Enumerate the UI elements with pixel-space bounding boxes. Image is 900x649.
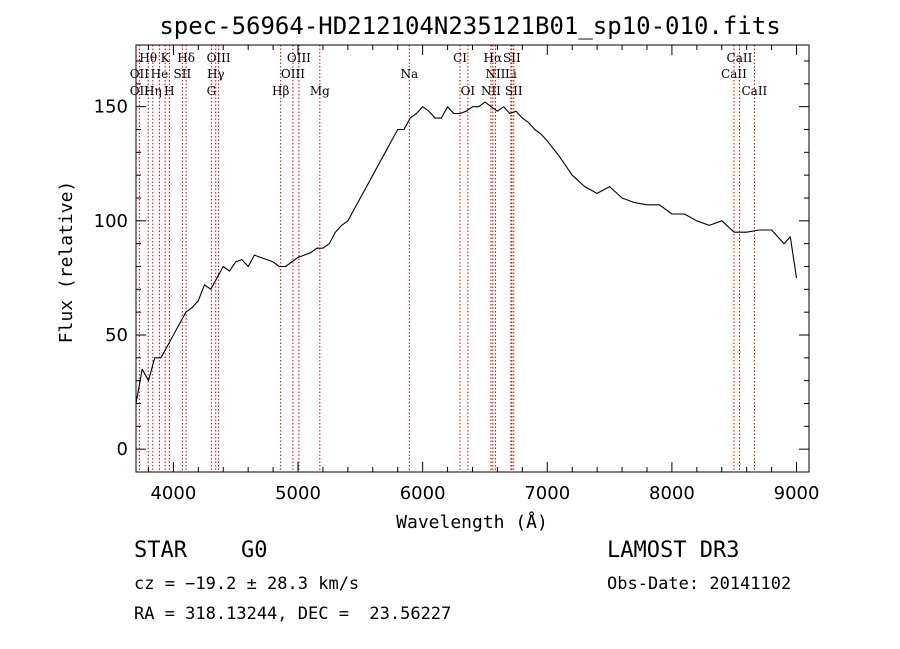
x-tick-label-5000: 5000 [275,483,321,504]
line-label-10: He [151,67,169,81]
line-label-7: SII [503,51,521,65]
line-label-22: Hβ [272,84,289,98]
y-tick-label-50: 50 [105,325,128,346]
line-label-21: G [207,84,217,98]
line-label-24: OI [461,84,476,98]
line-label-26: SII [505,84,523,98]
line-label-17: CaII [721,67,747,81]
line-label-20: H [164,84,174,98]
line-label-1: K [161,51,171,65]
line-label-12: Hγ [207,67,225,81]
x-tick-label-4000: 4000 [150,483,196,504]
x-tick-label-8000: 8000 [649,483,695,504]
spectrum-series [135,101,798,404]
line-label-25: NII [481,84,501,98]
line-label-9: OII [130,67,150,81]
spectral-line-markers [138,45,755,472]
y-tick-label-100: 100 [94,211,128,232]
x-axis-label: Wavelength (Å) [396,511,548,533]
y-tick-label-150: 150 [94,97,128,118]
line-label-27: CaII [741,84,767,98]
y-axis-label: Flux (relative) [56,181,77,344]
redshift-readout: cz = −19.2 ± 28.3 km/s [134,574,360,594]
plot-frame [135,44,810,473]
series-line-flux [135,101,798,404]
coordinates-readout: RA = 318.13244, DEC = 23.56227 [134,604,452,624]
line-label-14: Na [400,67,418,81]
line-label-18: OII [130,84,150,98]
axis-ticks: 4000 5000 6000 7000 8000 9000 0 50 100 150 [94,45,820,504]
line-label-4: OIII [287,51,311,65]
line-label-19: Hη [144,84,162,98]
line-label-2: Hδ [177,51,195,65]
line-label-6: Hα [484,51,503,65]
line-label-5: CI [453,51,467,65]
x-tick-label-7000: 7000 [524,483,570,504]
chart-title: spec-56964-HD212104N235121B01_sp10-010.f… [159,12,780,40]
object-class: STAR [134,538,187,563]
y-tick-label-0: 0 [117,439,128,460]
line-label-3: OIII [207,51,231,65]
object-subclass: G0 [241,538,268,563]
x-tick-label-9000: 9000 [774,483,820,504]
observation-date: Obs-Date: 20141102 [607,574,792,594]
line-label-8: CaII [727,51,753,65]
line-label-16: Li [505,67,517,81]
line-label-23: Mg [310,84,330,98]
survey-name: LAMOST DR3 [607,538,740,563]
line-label-13: OIII [281,67,305,81]
line-label-0: Hθ [139,51,157,65]
line-label-11: SII [174,67,192,81]
line-label-15: NII [485,67,505,81]
x-tick-label-6000: 6000 [400,483,446,504]
